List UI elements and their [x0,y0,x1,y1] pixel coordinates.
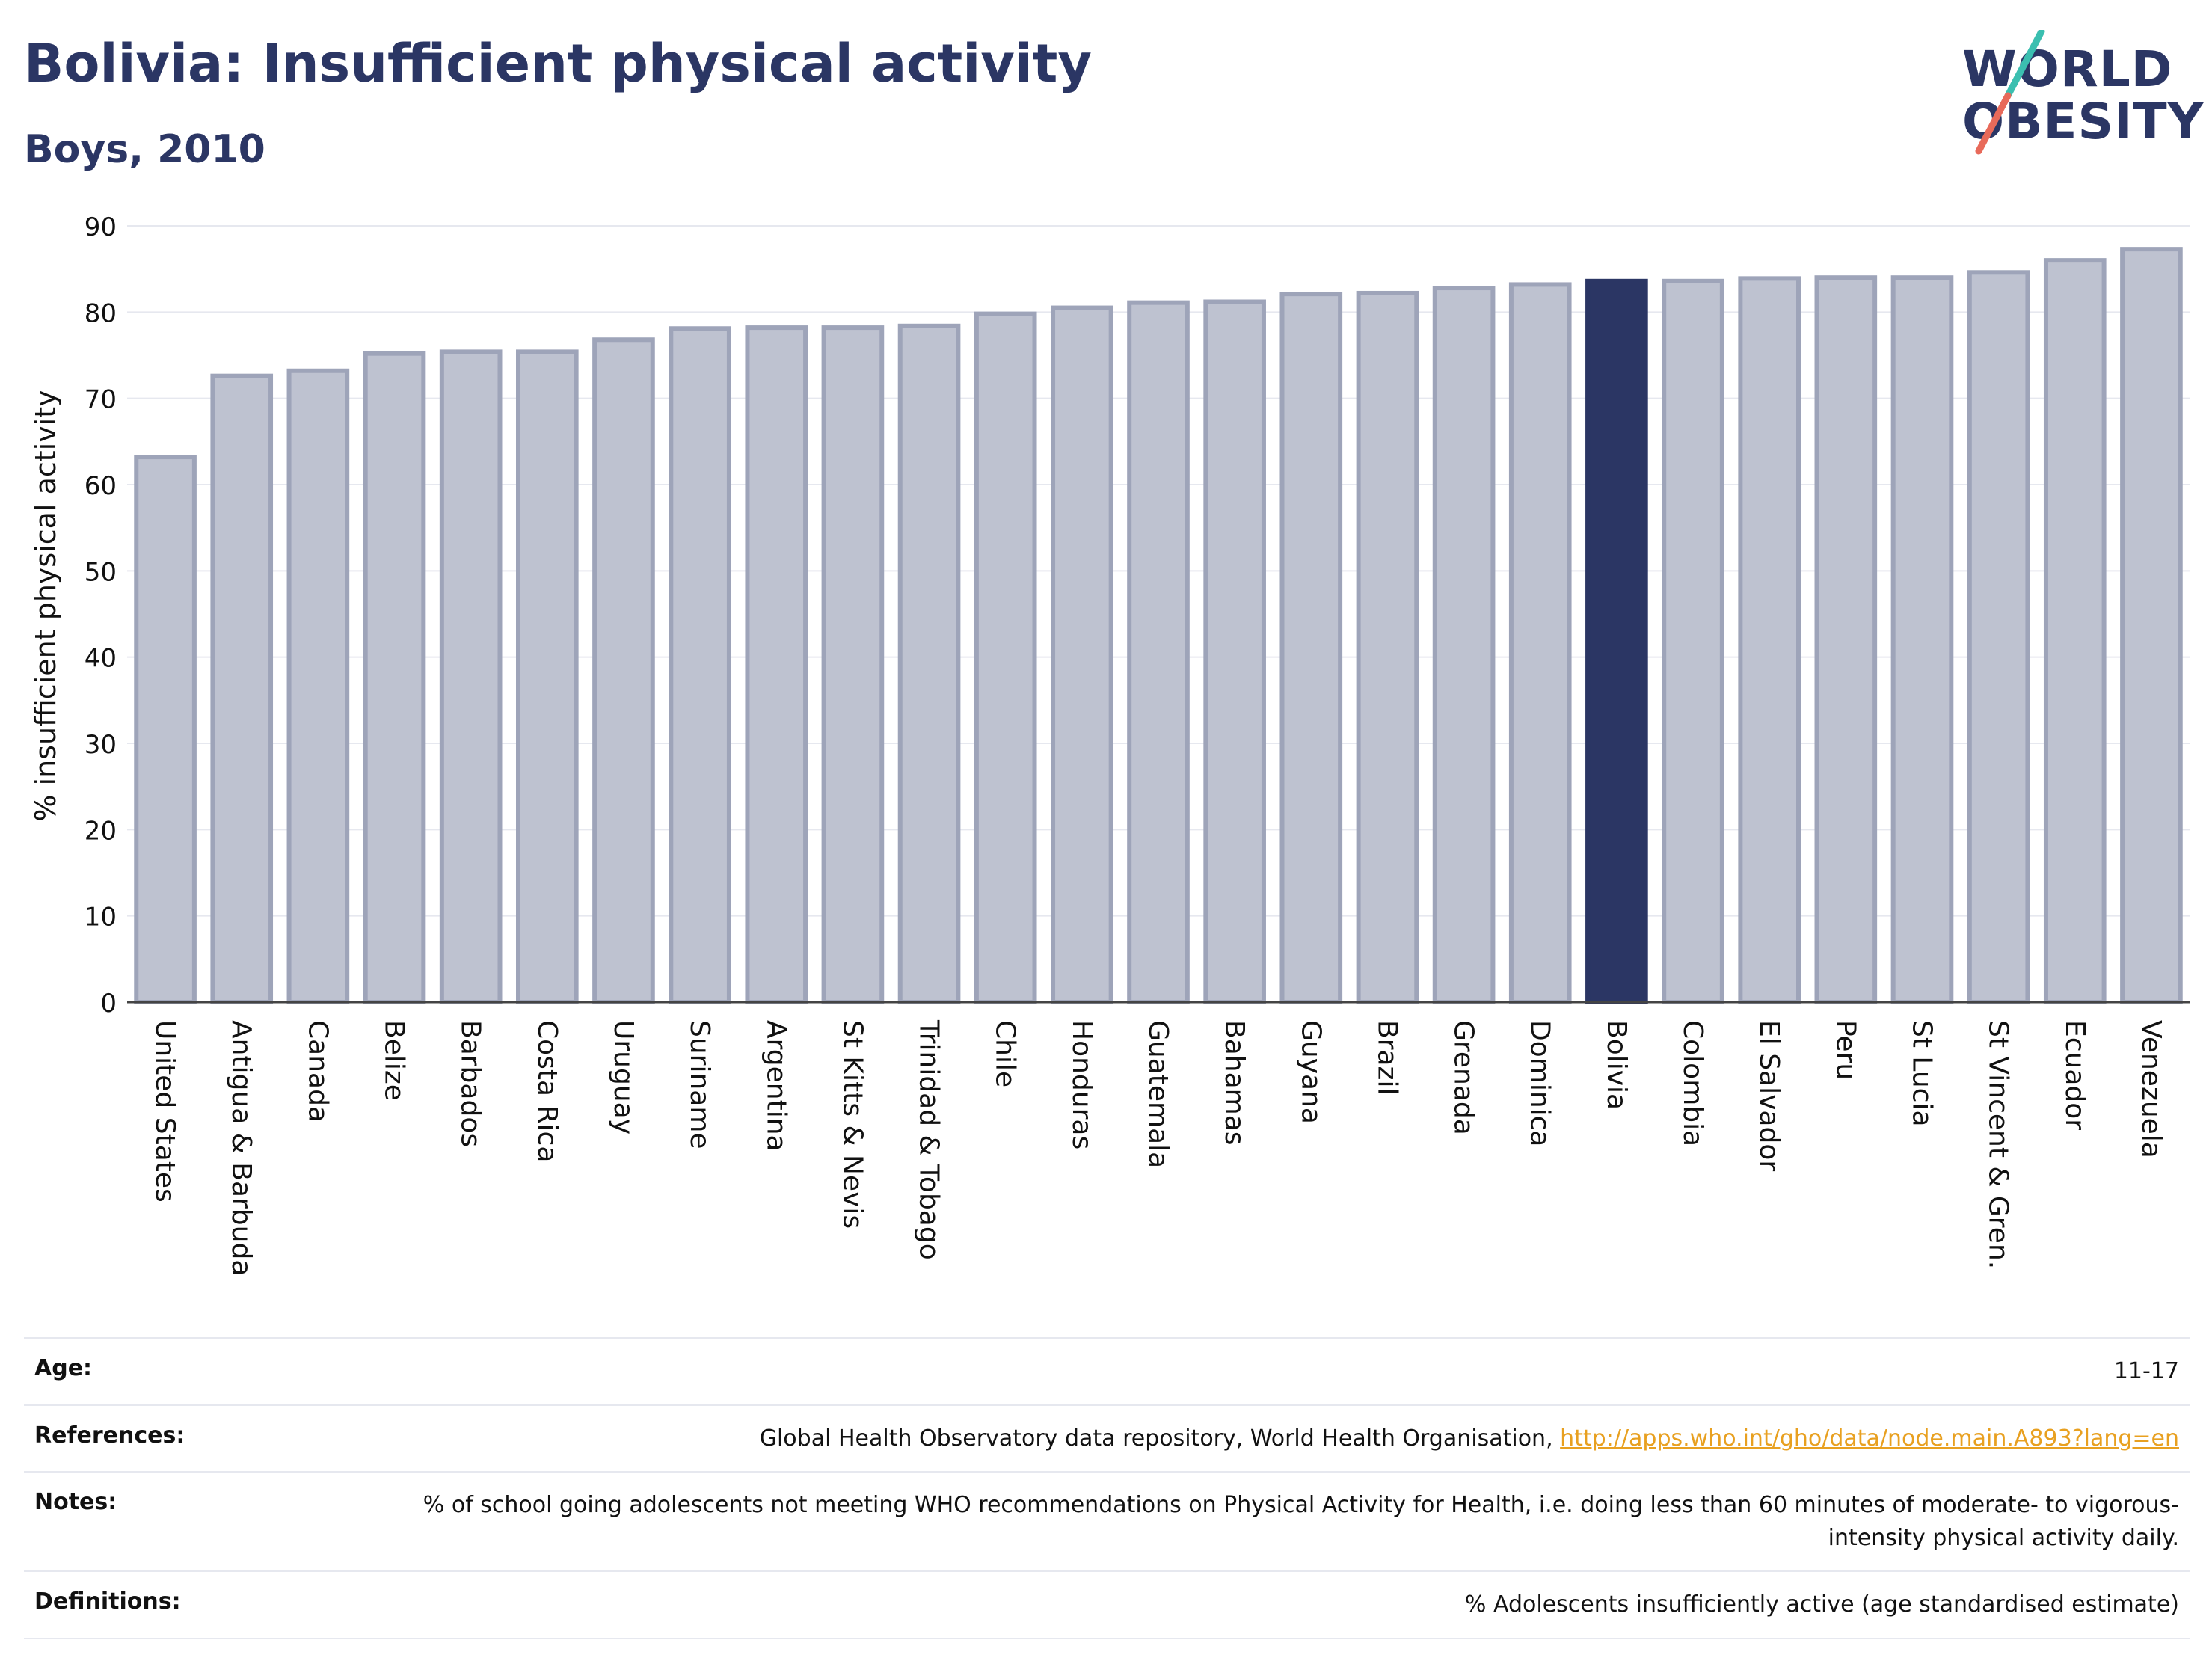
y-tick-label: 60 [85,471,117,501]
chart-subtitle: Boys, 2010 [24,127,265,172]
bar-trinidad-tobago [897,323,961,1004]
bar-st-vincent-gren- [1967,270,2030,1004]
info-row-definitions: Definitions: % Adolescents insufficientl… [24,1570,2190,1639]
bar-costa-rica [515,349,579,1004]
y-axis-label: % insufficient physical activity [29,390,62,821]
logo-slash-icon [1975,30,2045,155]
x-tick-label: El Salvador [1754,1020,1784,1171]
bar-suriname [669,326,731,1005]
bar-antigua-barbuda [210,373,274,1004]
bar-st-kitts-nevis [821,325,885,1004]
age-label: Age: [34,1355,93,1381]
x-tick-label: Grenada [1448,1020,1479,1135]
bar-barbados [439,349,503,1004]
x-tick-label: Argentina [761,1020,791,1152]
bar-uruguay [592,337,655,1004]
y-tick-label: 20 [85,816,117,846]
x-tick-label: Barbados [455,1020,486,1147]
x-tick-label: St Kitts & Nevis [837,1020,867,1229]
x-tick-label: Costa Rica [532,1020,562,1162]
logo-line-1: WORLD [1962,40,2173,98]
definitions-label: Definitions: [34,1588,181,1615]
x-tick-label: St Vincent & Gren. [1983,1020,2014,1269]
bar-dominica [1508,282,1572,1004]
x-tick-label: St Lucia [1906,1020,1937,1127]
info-table: Age: 11-17 References: Global Health Obs… [24,1337,2190,1639]
y-tick-label: 0 [100,989,117,1019]
bar-canada [286,368,350,1004]
axes: 0 10 20 30 40 50 60 70 80 90 United States Antigua … [85,212,2190,1276]
x-tick-label: Guatemala [1143,1020,1173,1168]
references-value: Global Health Observatory data repositor… [760,1422,2179,1455]
bar-belize [363,351,426,1004]
x-tick-label: Bolivia [1601,1020,1632,1110]
bar-brazil [1356,290,1419,1004]
bar-peru [1814,275,1878,1004]
y-tick-label: 30 [85,730,117,760]
y-tick-label: 50 [85,557,117,587]
x-tick-label: Brazil [1371,1020,1402,1095]
world-obesity-logo: WORLD OBESITY [1952,30,2203,165]
bar-argentina [745,325,808,1004]
bar-colombia [1662,278,1724,1004]
x-tick-label: Honduras [1066,1020,1097,1149]
y-tick-label: 10 [85,903,117,933]
x-tick-label: Peru [1830,1020,1861,1080]
bar-ecuador [2043,258,2107,1004]
x-tick-label: Belize [379,1020,410,1101]
age-value: 11-17 [2113,1358,2179,1384]
x-tick-label: Suriname [684,1020,715,1149]
definitions-value: % Adolescents insufficiently active (age… [1464,1591,2179,1618]
bar-united-states [134,455,197,1004]
bar-guatemala [1127,300,1190,1004]
x-tick-label: Ecuador [2059,1020,2090,1130]
x-tick-label: Trinidad & Tobago [914,1019,944,1260]
info-row-notes: Notes: % of school going adolescents not… [24,1471,2190,1570]
bar-venezuela [2120,247,2183,1004]
x-tick-label: Antigua & Barbuda [226,1020,256,1276]
x-tick-label: Guyana [1295,1020,1326,1124]
x-tick-label: Bahamas [1219,1020,1250,1146]
y-tick-label: 80 [85,298,117,328]
bar-bahamas [1203,299,1266,1004]
references-label: References: [34,1422,185,1449]
references-link[interactable]: http://apps.who.int/gho/data/node.main.A… [1560,1425,2179,1452]
bar-st-lucia [1890,275,1954,1004]
y-tick-label: 40 [85,644,117,674]
y-tick-label: 70 [85,385,117,415]
bar-el-salvador [1738,276,1801,1004]
x-tick-label: Chile [990,1020,1021,1087]
notes-label: Notes: [34,1489,117,1515]
bar-honduras [1051,305,1113,1005]
references-text: Global Health Observatory data repositor… [759,1425,1561,1452]
bars [134,247,2183,1005]
bar-chart: 0 10 20 30 40 50 60 70 80 90 United States Antigua … [29,212,2190,1276]
bar-highlight-bolivia [1585,278,1648,1004]
bar-guyana [1279,292,1343,1004]
x-tick-label: Uruguay [608,1020,639,1134]
bar-grenada [1432,286,1496,1005]
x-tick-label: Dominica [1525,1020,1555,1147]
x-tick-label: United States [150,1020,180,1203]
info-row-references: References: Global Health Observatory da… [24,1404,2190,1472]
y-tick-label: 90 [85,212,117,242]
x-tick-label: Venezuela [2136,1020,2166,1158]
x-tick-label: Colombia [1677,1020,1708,1146]
bar-chile [974,311,1037,1004]
x-tick-label: Canada [302,1020,333,1123]
notes-value: % of school going adolescents not meetin… [423,1492,2179,1551]
chart-title: Bolivia: Insufficient physical activity [24,33,1092,94]
info-row-age: Age: 11-17 [24,1337,2190,1404]
